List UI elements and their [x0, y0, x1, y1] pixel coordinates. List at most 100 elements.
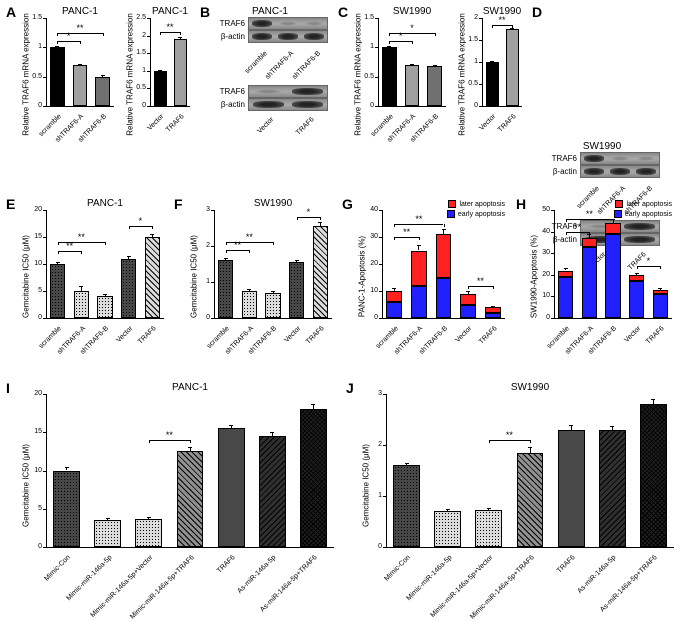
ytick: 3: [378, 390, 382, 397]
blot-row-label: β-actin: [210, 32, 248, 41]
bar: [73, 65, 88, 106]
ytick: 50: [542, 206, 550, 213]
bar-late: [582, 238, 597, 247]
panel-label-g: G: [342, 196, 353, 212]
sig-mark: **: [162, 22, 178, 32]
bar-early: [485, 313, 501, 318]
bar-late: [485, 307, 501, 312]
bar-late: [436, 234, 452, 277]
xlabel: TRAF6: [216, 554, 237, 575]
bar: [382, 47, 397, 106]
chart: PANC-100.511.5Relative TRAF6 mRNA expres…: [18, 6, 118, 146]
chart-title: PANC-1: [150, 6, 190, 17]
ytick: 0.5: [136, 84, 146, 91]
bar-early: [386, 302, 402, 318]
xlabel: TRAF6: [556, 554, 577, 575]
xlabel: Vector: [455, 325, 474, 344]
bar-early: [582, 247, 597, 318]
bar-early: [653, 294, 668, 318]
panel-label-h: H: [516, 196, 526, 212]
blot-title: PANC-1: [210, 6, 330, 17]
blot-lane-label: TRAF6: [295, 116, 316, 137]
sig-mark: **: [494, 15, 510, 25]
bar: [74, 291, 89, 318]
panel-label-b: B: [200, 4, 210, 20]
ytick: 20: [34, 390, 42, 397]
ytick: 2: [142, 32, 146, 39]
sig-mark: **: [72, 23, 88, 33]
bar-early: [629, 281, 644, 318]
ytick: 0: [378, 543, 382, 550]
bar: [259, 436, 286, 547]
blot-row-label: β-actin: [210, 100, 248, 109]
panel-label-c: C: [338, 4, 348, 20]
ylabel: Gemcitabine IC50 (μM): [22, 197, 31, 357]
chart: SW199000.511.52Relative TRAF6 mRNA expre…: [454, 6, 526, 146]
blot-lane-label: scramble: [244, 50, 269, 75]
bar: [393, 465, 420, 547]
ytick: 0: [142, 102, 146, 109]
bar-late: [653, 290, 668, 294]
ylabel: Relative TRAF6 mRNA expression: [458, 5, 467, 145]
ytick: 2: [474, 14, 478, 21]
chart: SW19900123Gemcitabine IC50 (μM)scrambles…: [186, 198, 336, 358]
bar: [517, 453, 544, 547]
ytick: 0: [206, 314, 210, 321]
blot-title: SW1990: [542, 141, 662, 152]
xlabel: Vector: [146, 113, 165, 132]
xlabel: Mimic-Con: [43, 554, 72, 583]
ytick: 10: [34, 467, 42, 474]
bar: [218, 428, 245, 547]
bar-late: [386, 291, 402, 302]
bar: [53, 471, 80, 548]
legend-item: early apoptosis: [447, 210, 505, 218]
ylabel: Gemcitabine IC50 (μM): [362, 381, 371, 591]
bar: [218, 260, 233, 318]
ytick: 20: [370, 260, 378, 267]
xlabel: TRAF6: [497, 113, 518, 134]
legend-item: early apoptosis: [614, 210, 672, 218]
ylabel: Gemcitabine IC50 (μM): [190, 197, 199, 357]
ytick: 5: [38, 287, 42, 294]
bar: [154, 71, 167, 106]
bar: [599, 430, 626, 547]
ytick: 1.5: [32, 14, 42, 21]
xlabel: Mimic-miR-146a-5p: [405, 554, 453, 602]
ytick: 0: [546, 314, 550, 321]
ylabel: Relative TRAF6 mRNA expression: [354, 5, 363, 145]
bar-late: [605, 223, 620, 234]
bar: [640, 404, 667, 547]
ytick: 1.5: [468, 36, 478, 43]
ytick: 30: [542, 249, 550, 256]
bar: [405, 65, 420, 106]
sig-mark: **: [501, 430, 517, 440]
blot-row-label: TRAF6: [542, 154, 580, 163]
ytick: 10: [542, 292, 550, 299]
chart-title: PANC-1: [46, 198, 164, 209]
ytick: 1.5: [364, 14, 374, 21]
ytick: 15: [34, 233, 42, 240]
ytick: 0: [370, 102, 374, 109]
chart: PANC-100.511.522.5Relative TRAF6 mRNA ex…: [122, 6, 194, 146]
panel-label-i: I: [6, 380, 10, 396]
bar-late: [460, 294, 476, 305]
bar: [50, 47, 65, 106]
xlabel: Vector: [283, 325, 302, 344]
bar-late: [629, 275, 644, 281]
sig-mark: *: [300, 207, 316, 217]
bar: [558, 430, 585, 547]
chart-title: SW1990: [378, 6, 446, 17]
bar: [177, 451, 204, 547]
bar-early: [605, 234, 620, 318]
ylabel: Gemcitabine IC50 (μM): [22, 381, 31, 591]
panel-label-f: F: [174, 196, 183, 212]
panel-label-a: A: [6, 4, 16, 20]
sig-mark: **: [399, 227, 415, 237]
bar: [97, 296, 112, 318]
bar: [95, 77, 110, 106]
xlabel: Mimic-Con: [383, 554, 412, 583]
blot-row-label: TRAF6: [210, 19, 248, 28]
bar: [174, 39, 187, 106]
bar-early: [558, 277, 573, 318]
bar: [289, 262, 304, 318]
